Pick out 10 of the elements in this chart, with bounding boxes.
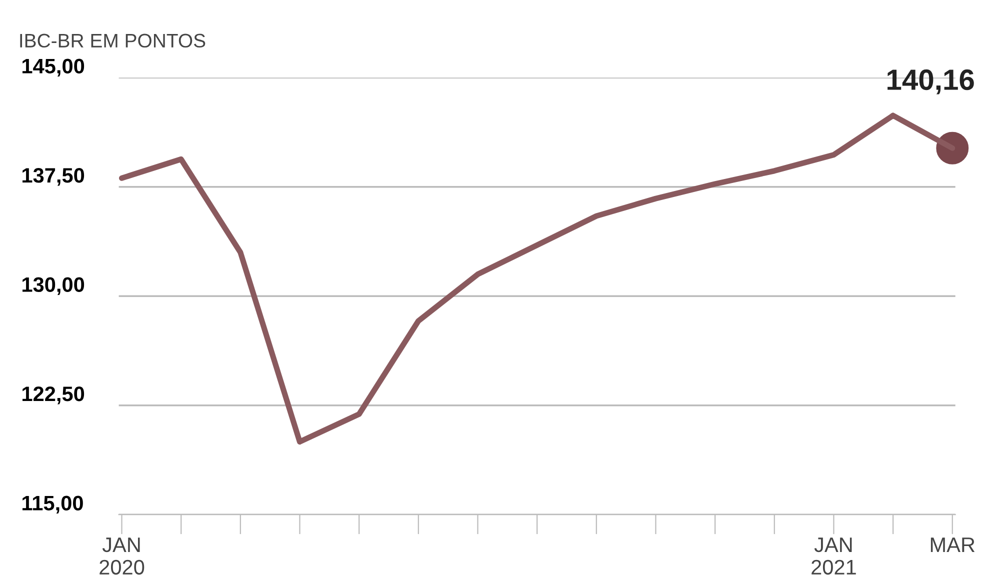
y-tick-label: 130,00 [22, 277, 84, 296]
annotation: 140,16 [888, 69, 974, 94]
x-tick-label: MAR [930, 538, 975, 552]
y-tick-label: 122,50 [22, 386, 84, 404]
y-tick-label: 145,00 [22, 58, 84, 77]
x-tick-label: JAN 2020 [100, 538, 144, 575]
y-tick-label: 137,50 [22, 168, 84, 186]
y-tick-label: 115,00 [22, 496, 83, 514]
y-axis-title: IBC-BR EM PONTOS [20, 34, 206, 48]
x-tick-label: JAN 2021 [812, 538, 856, 575]
